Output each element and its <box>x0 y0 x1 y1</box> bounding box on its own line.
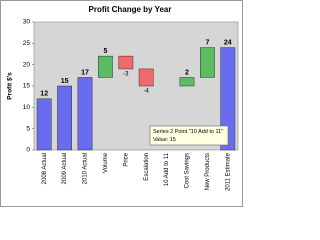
y-tick-label: 10 <box>23 104 31 111</box>
bar <box>138 68 154 87</box>
chart: Profit Change by Year Profit $'s 0 5 10 15 2… <box>0 0 243 207</box>
y-axis-label: Profit $'s <box>7 72 14 100</box>
y-tick-label: 15 <box>23 83 31 90</box>
bar <box>118 55 134 70</box>
x-tick-label: 2011 Estimate <box>225 152 231 191</box>
y-tick-label: 30 <box>23 19 31 26</box>
x-tick-label: Escalation <box>144 153 150 181</box>
bar <box>77 77 93 151</box>
page: Profit Change by Year Profit $'s 0 5 10 15 2… <box>0 0 243 207</box>
value-label: 7 <box>205 39 209 46</box>
bar <box>179 77 195 87</box>
x-tick-label: 2008 Actual <box>42 153 48 184</box>
value-label: -3 <box>123 72 129 78</box>
bar <box>98 55 113 78</box>
tooltip-box <box>149 125 229 146</box>
bar <box>220 47 236 151</box>
x-tick-label: New Products <box>205 153 211 190</box>
y-tick-label: 5 <box>26 125 30 132</box>
bar <box>36 98 52 151</box>
y-tick-label: 20 <box>23 61 31 68</box>
x-tick-label: 2010 Actual <box>83 153 89 184</box>
y-tick-label: 25 <box>23 40 31 47</box>
value-label: 2 <box>185 69 189 76</box>
x-tick-label: Cost Savings <box>185 153 191 188</box>
bar <box>200 47 215 78</box>
y-tick-label: 0 <box>26 147 30 154</box>
x-tick-label: 10 Add to 11 <box>164 152 170 186</box>
x-tick-label: 2009 Actual <box>62 153 68 184</box>
x-tick-label: Volume <box>103 152 109 173</box>
value-label: -4 <box>144 89 150 95</box>
tooltip-text: Value: 15 <box>153 137 176 143</box>
value-label: 24 <box>224 39 232 46</box>
value-label: 17 <box>81 69 89 76</box>
value-label: 15 <box>61 78 69 85</box>
x-tick-label: Price <box>123 152 129 166</box>
value-label: 5 <box>103 48 107 55</box>
chart-title: Profit Change by Year <box>89 5 172 14</box>
tooltip-title: Series 2 Point "10 Add to 11" <box>153 129 223 135</box>
bar <box>57 85 72 151</box>
value-label: 12 <box>40 91 48 98</box>
